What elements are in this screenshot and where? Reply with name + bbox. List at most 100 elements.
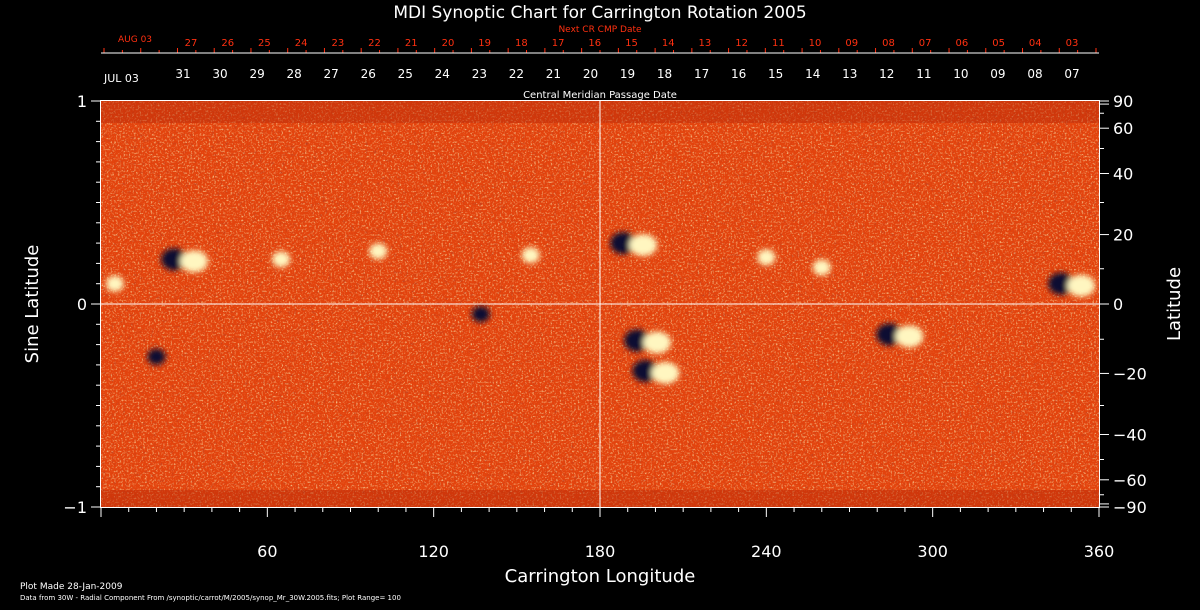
- next-cr-date-label: 25: [258, 38, 271, 49]
- active-region-negative: [632, 359, 659, 382]
- next-cr-date-label: 26: [221, 38, 234, 49]
- y-right-tick-label: 90: [1113, 92, 1133, 111]
- cmp-date-label: 22: [509, 67, 524, 81]
- cmp-date-label: 12: [879, 67, 894, 81]
- next-cr-date-label: 13: [699, 38, 712, 49]
- cmp-date-label: 13: [842, 67, 857, 81]
- cmp-date-label: 29: [249, 67, 264, 81]
- plot-made-text: Plot Made 28-Jan-2009: [20, 582, 123, 592]
- y-axis-right-label: Latitude: [1164, 267, 1185, 341]
- cmp-date-label: 08: [1027, 67, 1042, 81]
- cmp-date-label: 09: [990, 67, 1005, 81]
- active-region-positive: [180, 250, 209, 273]
- next-cr-date-label: 17: [552, 38, 565, 49]
- cmp-date-label: 30: [212, 67, 227, 81]
- next-cr-date-labels: 27 26 25 24 23 22 21 20 19 18 17 16 15 14 13 12 11 10 09 08…: [185, 38, 1079, 49]
- y-left-tick-label: 0: [77, 295, 87, 314]
- next-cr-label: Next CR CMP Date: [558, 25, 642, 35]
- chart-title: MDI Synoptic Chart for Carrington Rotati…: [393, 3, 806, 23]
- active-region-positive: [105, 275, 124, 292]
- next-cr-date-label: 08: [882, 38, 895, 49]
- cmp-date-label: 24: [435, 67, 450, 81]
- x-axis-label: Carrington Longitude: [505, 566, 696, 587]
- next-cr-date-label: 23: [331, 38, 344, 49]
- active-region-positive: [1067, 274, 1096, 297]
- next-cr-date-label: 12: [735, 38, 748, 49]
- active-region-positive: [629, 234, 658, 257]
- active-region-positive: [521, 247, 540, 264]
- x-tick-label: 360: [1084, 542, 1115, 561]
- cmp-date-label: 21: [546, 67, 561, 81]
- next-cr-date-label: 18: [515, 38, 528, 49]
- active-region-negative: [876, 323, 903, 346]
- next-cr-date-label: 16: [588, 38, 601, 49]
- active-region-positive: [643, 331, 672, 354]
- cmp-date-label: 14: [805, 67, 820, 81]
- active-region-positive: [369, 243, 388, 260]
- cmp-date-label: 26: [361, 67, 376, 81]
- next-cr-date-label: 15: [625, 38, 638, 49]
- x-axis: 60 120 180 240 300 360: [100, 507, 1115, 561]
- active-region-negative: [1048, 272, 1075, 295]
- next-cr-date-label: 19: [478, 38, 491, 49]
- y-right-tick-label: 40: [1113, 165, 1133, 184]
- cmp-date-label: 10: [953, 67, 968, 81]
- cmp-date-label: 17: [694, 67, 709, 81]
- active-region-negative: [624, 329, 651, 352]
- cmp-date-label: 25: [398, 67, 413, 81]
- active-region-positive: [757, 249, 776, 266]
- next-cr-date-label: 05: [992, 38, 1005, 49]
- next-cr-date-label: 21: [405, 38, 418, 49]
- next-cr-date-label: 24: [295, 38, 308, 49]
- next-cr-date-label: 04: [1029, 38, 1042, 49]
- y-axis-right: 90 60 40 20 0 −20 −40 −60 −90: [1099, 92, 1147, 517]
- y-left-tick-label: 1: [77, 92, 87, 111]
- active-region-positive: [895, 325, 924, 348]
- y-right-tick-label: 60: [1113, 119, 1133, 138]
- y-right-tick-label: −40: [1113, 425, 1147, 444]
- next-cr-date-label: 09: [845, 38, 858, 49]
- next-cr-date-label: 11: [772, 38, 785, 49]
- y-right-tick-label: 0: [1113, 295, 1123, 314]
- cmp-date-label: 18: [657, 67, 672, 81]
- active-region-negative: [610, 232, 637, 255]
- x-tick-label: 60: [257, 542, 277, 561]
- cmp-date-label: 23: [472, 67, 487, 81]
- y-right-tick-label: −60: [1113, 471, 1147, 490]
- cmp-axis-label: Central Meridian Passage Date: [523, 90, 677, 101]
- next-cr-date-label: 14: [662, 38, 675, 49]
- cmp-date-label: 15: [768, 67, 783, 81]
- cmp-date-label: 27: [324, 67, 339, 81]
- cmp-date-label: 20: [583, 67, 598, 81]
- x-tick-label: 120: [418, 542, 449, 561]
- data-source-text: Data from 30W - Radial Component From /s…: [20, 594, 401, 602]
- y-axis-left-label: Sine Latitude: [22, 245, 43, 364]
- next-cr-date-label: 20: [442, 38, 455, 49]
- cmp-date-label: 19: [620, 67, 635, 81]
- y-left-tick-label: −1: [63, 498, 87, 517]
- active-region-positive: [272, 251, 291, 268]
- next-cr-date-label: 22: [368, 38, 381, 49]
- next-cr-date-label: 10: [809, 38, 822, 49]
- cmp-start-label: JUL 03: [103, 72, 139, 85]
- cmp-date-label: 28: [286, 67, 301, 81]
- cmp-date-label: 11: [916, 67, 931, 81]
- active-region-positive: [651, 361, 680, 384]
- active-region-negative: [147, 348, 166, 365]
- cmp-date-label: 31: [175, 67, 190, 81]
- next-cr-date-label: 06: [956, 38, 969, 49]
- y-right-tick-label: −20: [1113, 364, 1147, 383]
- cmp-date-label: 07: [1064, 67, 1079, 81]
- next-cr-date-label: 27: [185, 38, 198, 49]
- x-tick-label: 180: [585, 542, 616, 561]
- y-right-tick-label: −90: [1113, 498, 1147, 517]
- cmp-date-label: 16: [731, 67, 746, 81]
- next-cr-start-label: AUG 03: [118, 35, 152, 45]
- x-tick-label: 300: [917, 542, 948, 561]
- y-right-tick-label: 20: [1113, 226, 1133, 245]
- active-region-negative: [161, 248, 188, 271]
- next-cr-date-label: 07: [919, 38, 932, 49]
- x-tick-label: 240: [751, 542, 782, 561]
- y-axis-left: 1 0 −1: [63, 92, 101, 517]
